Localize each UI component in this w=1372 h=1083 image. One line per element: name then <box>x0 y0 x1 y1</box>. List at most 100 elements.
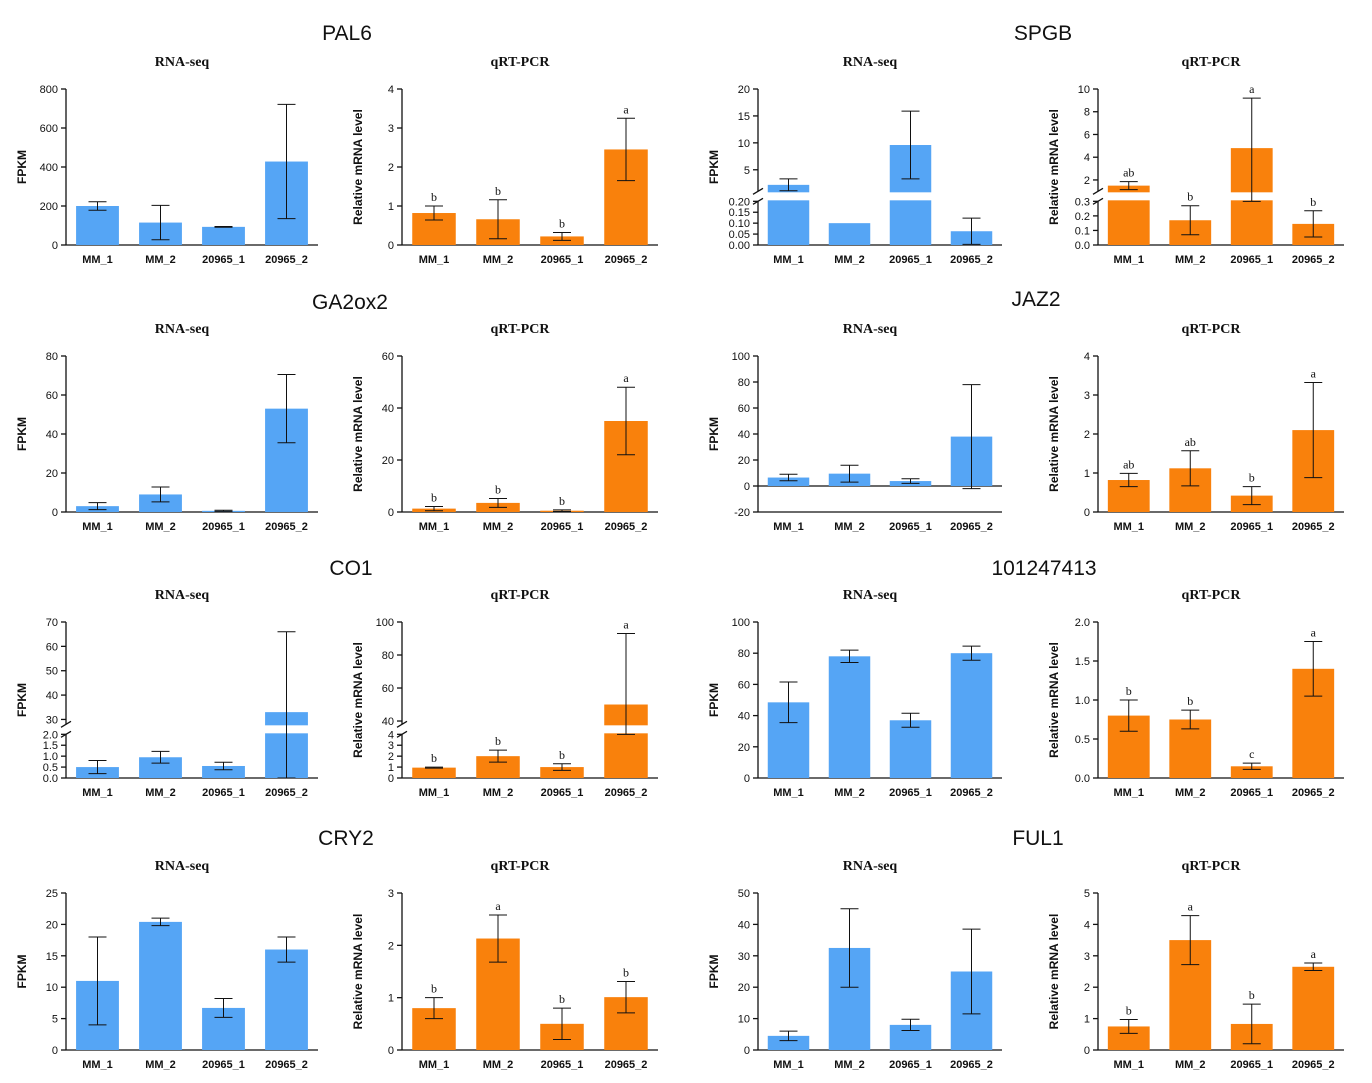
y-axis-label: FPKM <box>15 150 29 184</box>
y-tick-label: 0.10 <box>729 218 750 230</box>
significance-label: b <box>1187 694 1193 708</box>
bar-MM_2 <box>139 494 182 512</box>
y-tick-label: 1.0 <box>1075 695 1090 707</box>
y-axis-label: FPKM <box>15 955 29 989</box>
bar-MM_1 <box>412 767 456 778</box>
x-tick-label: MM_2 <box>1175 1059 1206 1071</box>
y-tick-label: 0 <box>1084 507 1090 519</box>
y-tick-label: 0.05 <box>729 229 750 241</box>
y-tick-label: 400 <box>40 162 58 174</box>
y-tick-label: 2.0 <box>43 729 58 741</box>
x-tick-label: MM_1 <box>773 1059 804 1071</box>
x-tick-label: 20965_2 <box>265 254 308 266</box>
x-tick-label: MM_2 <box>834 1059 865 1071</box>
y-tick-label: 20 <box>46 919 58 931</box>
x-tick-label: MM_1 <box>419 787 450 799</box>
y-tick-label: 0.00 <box>729 240 750 252</box>
x-tick-label: 20965_2 <box>950 521 993 533</box>
panel-title: RNA-seq <box>843 859 898 874</box>
y-axis-label: FPKM <box>707 955 721 989</box>
y-tick-label: 10 <box>738 1014 750 1026</box>
x-tick-label: 20965_2 <box>605 254 648 266</box>
y-tick-label: 2 <box>1084 429 1090 441</box>
bar-MM_2 <box>828 223 871 245</box>
y-axis-label: Relative mRNA level <box>351 376 365 492</box>
y-axis-label: Relative mRNA level <box>351 642 365 758</box>
y-tick-label: 60 <box>46 390 58 402</box>
x-tick-label: MM_2 <box>834 521 865 533</box>
y-tick-label: 10 <box>46 982 58 994</box>
x-tick-label: MM_1 <box>773 521 804 533</box>
panel-title: RNA-seq <box>155 859 210 874</box>
y-tick-label: 40 <box>738 429 750 441</box>
y-tick-label: 0 <box>388 1045 394 1057</box>
y-axis-label: FPKM <box>15 417 29 451</box>
y-tick-label: 30 <box>46 714 58 726</box>
significance-label: ab <box>1123 166 1134 180</box>
y-tick-label: 5 <box>1084 888 1090 900</box>
chart-panel-101247413-qrtpcr: qRT-PCR Relative mRNA level 0.0 0.5 1.0 1.5 2.… <box>1047 588 1344 799</box>
x-tick-label: MM_1 <box>773 787 804 799</box>
y-tick-label: 100 <box>732 617 750 629</box>
y-axis-label: Relative mRNA level <box>351 109 365 225</box>
significance-label: b <box>495 482 501 496</box>
significance-label: a <box>623 618 629 632</box>
significance-label: a <box>1249 82 1255 96</box>
y-tick-label: 20 <box>738 982 750 994</box>
panel-title: RNA-seq <box>843 588 898 603</box>
y-tick-label: 100 <box>732 351 750 363</box>
y-tick-label: 1 <box>388 993 394 1005</box>
x-tick-label: 20965_2 <box>950 1059 993 1071</box>
y-tick-label: 40 <box>46 690 58 702</box>
y-tick-label: 0.15 <box>729 207 750 219</box>
x-tick-label: 20965_2 <box>1292 787 1335 799</box>
y-tick-label: 50 <box>738 888 750 900</box>
bar-break-gap <box>888 192 933 201</box>
x-tick-label: MM_1 <box>419 254 450 266</box>
x-tick-label: MM_2 <box>145 254 176 266</box>
x-tick-label: 20965_1 <box>889 521 932 533</box>
y-tick-label: 0.2 <box>1075 211 1090 223</box>
gene-title-jaz2: JAZ2 <box>1011 288 1060 311</box>
significance-label: b <box>559 748 565 762</box>
significance-label: a <box>1311 367 1317 381</box>
y-tick-label: 1 <box>1084 1014 1090 1026</box>
x-tick-label: 20965_1 <box>541 1059 584 1071</box>
panel-title: qRT-PCR <box>491 55 551 70</box>
x-tick-label: MM_1 <box>1113 1059 1144 1071</box>
panel-title: RNA-seq <box>155 55 210 70</box>
x-tick-label: MM_2 <box>483 521 514 533</box>
y-axis-label: Relative mRNA level <box>1047 109 1061 225</box>
y-tick-label: 0 <box>1084 1045 1090 1057</box>
significance-label: b <box>559 217 565 231</box>
y-tick-label: 2 <box>388 162 394 174</box>
panel-title: RNA-seq <box>843 55 898 70</box>
x-tick-label: MM_1 <box>82 254 113 266</box>
y-tick-label: 60 <box>738 403 750 415</box>
gene-title-cry2: CRY2 <box>318 827 374 850</box>
y-tick-label: 40 <box>46 429 58 441</box>
x-tick-label: 20965_1 <box>1230 254 1273 266</box>
y-tick-label: 30 <box>738 951 750 963</box>
gene-title-spgb: SPGB <box>1014 22 1072 45</box>
y-tick-label: 4 <box>388 729 394 741</box>
x-tick-label: MM_2 <box>483 254 514 266</box>
y-tick-label: 0 <box>388 507 394 519</box>
y-tick-label: 40 <box>382 716 394 728</box>
x-tick-label: 20965_1 <box>1230 521 1273 533</box>
panel-title: qRT-PCR <box>1182 588 1242 603</box>
x-tick-label: MM_2 <box>1175 254 1206 266</box>
y-tick-label: 5 <box>52 1014 58 1026</box>
chart-panel-spgb-qrtpcr: qRT-PCR Relative mRNA level 0.0 0.1 0.2 0.3 2 4… <box>1047 55 1344 266</box>
bar-MM_1 <box>76 206 119 245</box>
y-tick-label: 20 <box>738 84 750 96</box>
significance-label: b <box>1187 190 1193 204</box>
y-tick-label: 80 <box>382 650 394 662</box>
x-tick-label: 20965_2 <box>950 254 993 266</box>
y-axis-label: FPKM <box>707 417 721 451</box>
y-tick-label: 60 <box>382 351 394 363</box>
bar-break-gap <box>766 192 811 201</box>
significance-label: a <box>623 371 629 385</box>
x-tick-label: MM_2 <box>1175 521 1206 533</box>
